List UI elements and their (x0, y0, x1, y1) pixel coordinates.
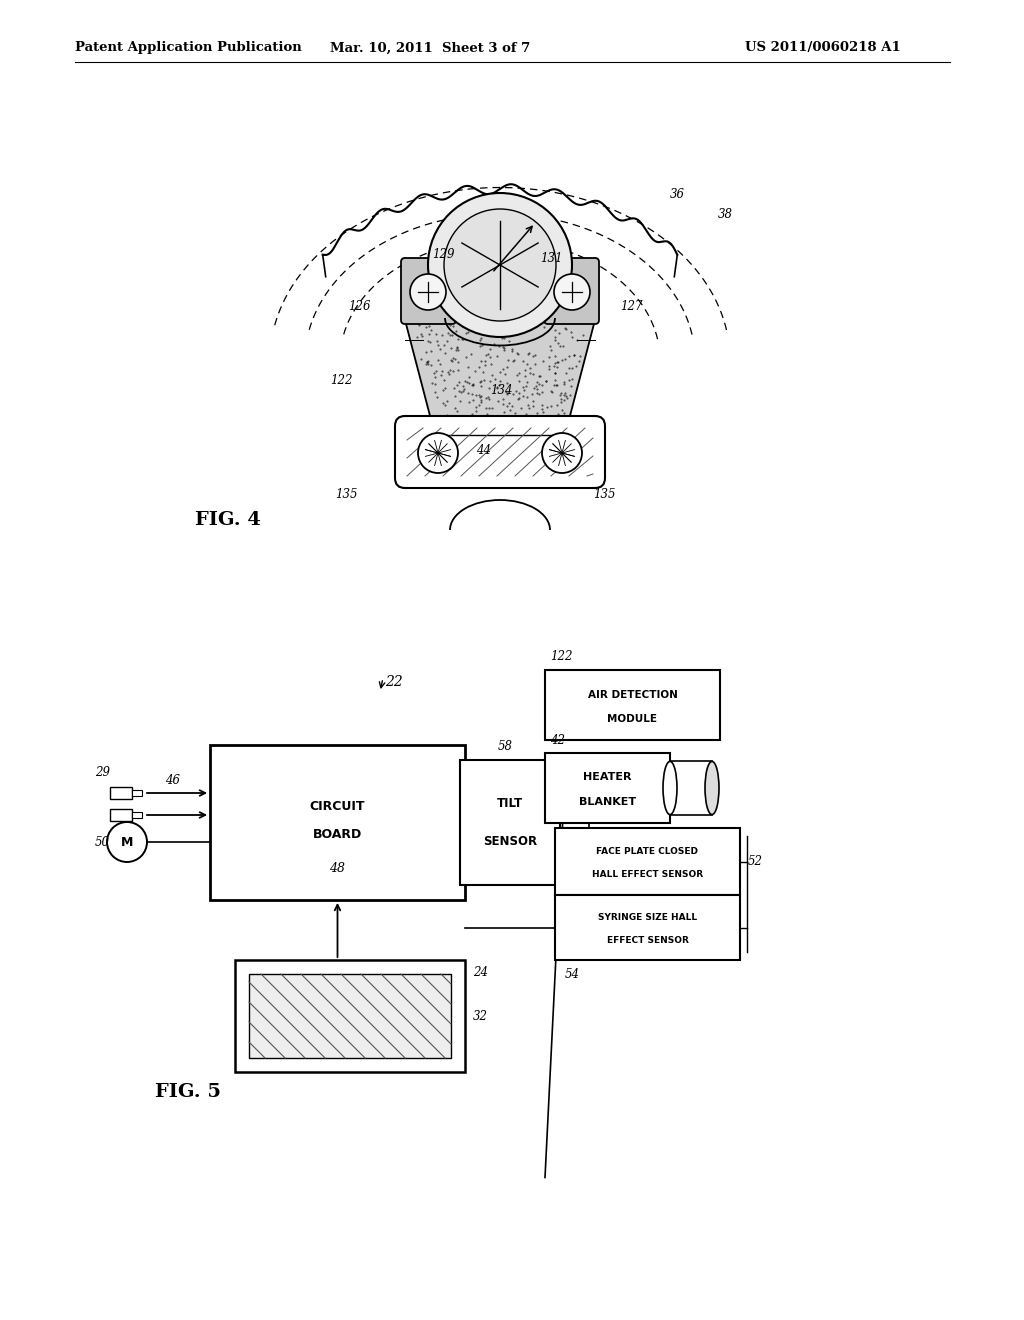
Text: 127: 127 (620, 301, 642, 314)
Text: FACE PLATE CLOSED: FACE PLATE CLOSED (597, 847, 698, 855)
Text: BOARD: BOARD (313, 829, 362, 841)
FancyBboxPatch shape (395, 416, 605, 488)
Text: FIG. 5: FIG. 5 (155, 1082, 221, 1101)
Text: SYRINGE SIZE HALL: SYRINGE SIZE HALL (598, 913, 697, 923)
Text: 122: 122 (550, 649, 572, 663)
Text: AIR DETECTION: AIR DETECTION (588, 689, 678, 700)
Text: 46: 46 (165, 774, 180, 787)
Text: Patent Application Publication: Patent Application Publication (75, 41, 302, 54)
Text: EFFECT SENSOR: EFFECT SENSOR (606, 936, 688, 945)
Text: HEATER: HEATER (584, 772, 632, 783)
Text: TILT: TILT (497, 797, 523, 810)
Bar (110, 787, 132, 799)
Ellipse shape (705, 762, 719, 814)
Text: 58: 58 (498, 739, 512, 752)
Text: SENSOR: SENSOR (483, 834, 537, 847)
Bar (132, 812, 142, 818)
Bar (545, 752, 670, 822)
Text: CIRCUIT: CIRCUIT (309, 800, 366, 813)
Text: HALL EFFECT SENSOR: HALL EFFECT SENSOR (592, 870, 703, 879)
Text: MODULE: MODULE (607, 714, 657, 723)
Bar (249, 974, 451, 1059)
Circle shape (428, 193, 572, 337)
Text: M: M (121, 836, 133, 849)
Text: 38: 38 (718, 209, 733, 222)
Text: 50: 50 (95, 836, 110, 849)
Text: US 2011/0060218 A1: US 2011/0060218 A1 (745, 41, 901, 54)
Text: Mar. 10, 2011  Sheet 3 of 7: Mar. 10, 2011 Sheet 3 of 7 (330, 41, 530, 54)
Text: 48: 48 (330, 862, 345, 875)
Circle shape (418, 433, 458, 473)
Text: 134: 134 (490, 384, 512, 396)
Text: 131: 131 (540, 252, 562, 264)
Bar (132, 789, 142, 796)
Text: 32: 32 (473, 1010, 488, 1023)
Circle shape (554, 275, 590, 310)
Text: 126: 126 (348, 301, 371, 314)
Text: 29: 29 (95, 767, 110, 780)
FancyBboxPatch shape (544, 257, 599, 323)
Text: 52: 52 (748, 855, 763, 869)
Circle shape (410, 275, 446, 310)
Text: 42: 42 (550, 734, 565, 747)
Text: 44: 44 (476, 444, 490, 457)
Circle shape (444, 209, 556, 321)
Text: 22: 22 (385, 675, 402, 689)
Text: 129: 129 (432, 248, 455, 261)
Bar (545, 671, 720, 741)
Text: BLANKET: BLANKET (579, 797, 636, 807)
Text: 24: 24 (473, 965, 488, 978)
Bar (210, 744, 465, 900)
Text: 54: 54 (565, 969, 580, 982)
Text: 122: 122 (330, 374, 352, 387)
Bar (234, 960, 465, 1072)
Text: 135: 135 (593, 488, 615, 502)
Text: FIG. 4: FIG. 4 (195, 511, 261, 529)
Ellipse shape (663, 762, 677, 814)
Bar (555, 895, 740, 960)
Text: 36: 36 (670, 189, 685, 202)
Circle shape (106, 822, 147, 862)
Bar (110, 809, 132, 821)
Bar (555, 828, 740, 895)
FancyBboxPatch shape (401, 257, 456, 323)
Text: 135: 135 (335, 488, 357, 502)
Circle shape (542, 433, 582, 473)
Bar (670, 762, 712, 814)
Polygon shape (406, 319, 595, 436)
Bar (460, 760, 560, 884)
